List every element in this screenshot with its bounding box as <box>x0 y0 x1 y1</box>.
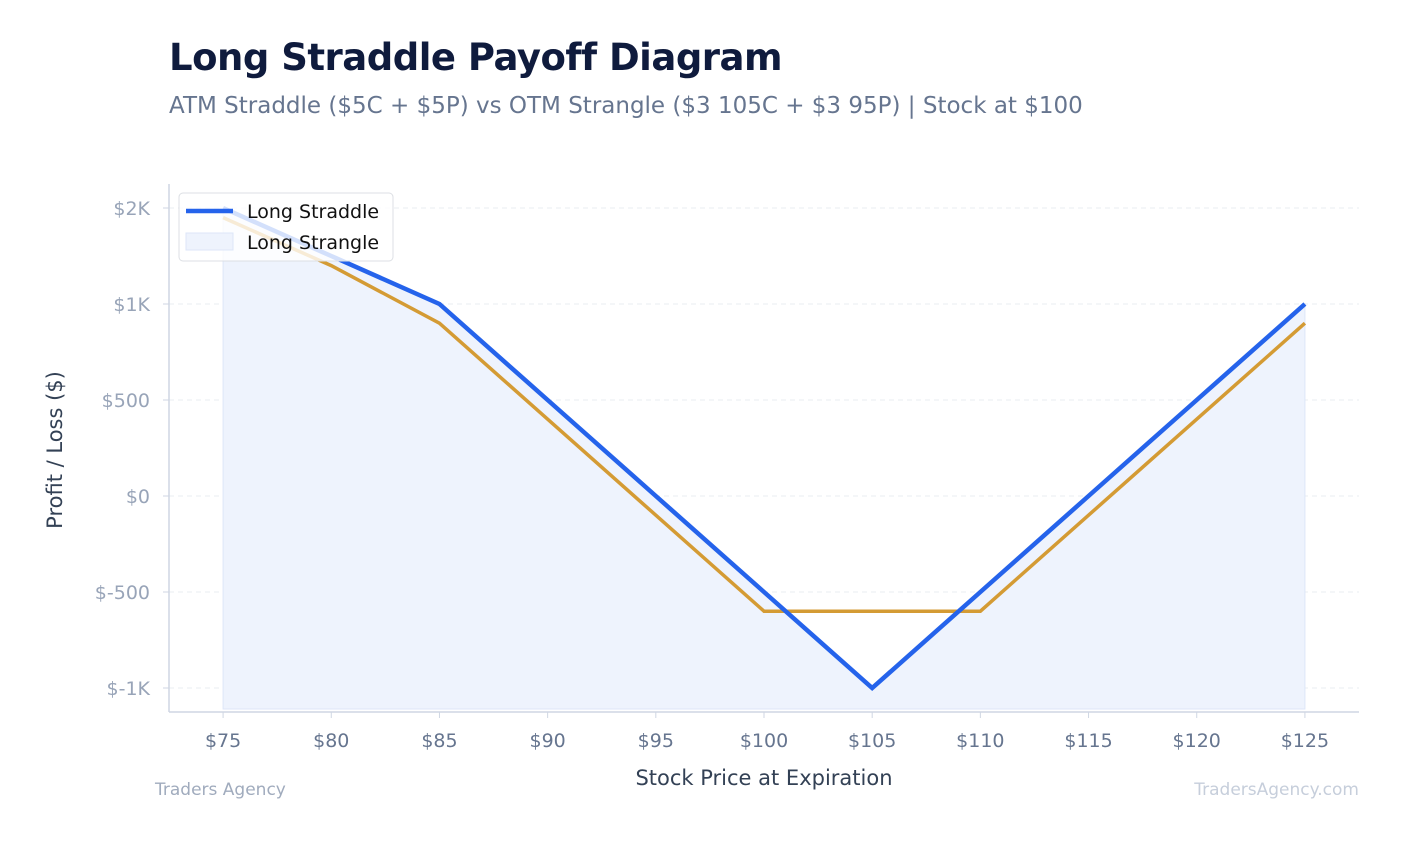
series-layer <box>222 205 1307 692</box>
y-tick-label: $2K <box>113 198 150 220</box>
x-tick-label: $125 <box>1281 730 1329 752</box>
y-axis-title: Profit / Loss ($) <box>43 371 67 529</box>
y-tick-label: $0 <box>126 486 150 508</box>
y-tick-label: $-1K <box>107 678 151 700</box>
strangle-line <box>222 216 1307 613</box>
legend-strangle-label: Long Strangle <box>247 232 379 254</box>
legend-straddle-label: Long Straddle <box>247 201 379 223</box>
chart-title: Long Straddle Payoff Diagram <box>169 36 783 79</box>
x-tick-label: $95 <box>638 730 674 752</box>
x-tick-label: $90 <box>530 730 566 752</box>
straddle-area-fill <box>222 207 1306 710</box>
straddle-line <box>222 205 1307 692</box>
legend-strangle-swatch <box>185 232 234 251</box>
y-tick-label: $500 <box>102 390 150 412</box>
axis-layer: $-1K $-500 $0 $500 $1K $2K $75 $80 $85 $90 $95 $100… <box>43 184 1359 790</box>
x-tick-label: $115 <box>1064 730 1112 752</box>
x-tick-label: $100 <box>740 730 788 752</box>
chart-subtitle: ATM Straddle ($5C + $5P) vs OTM Strangle… <box>169 93 1083 119</box>
legend: Long Straddle Long Strangle <box>178 192 394 262</box>
x-tick-label: $120 <box>1173 730 1221 752</box>
footer-brand: Traders Agency <box>155 780 286 800</box>
x-tick-label: $80 <box>313 730 349 752</box>
x-axis-title: Stock Price at Expiration <box>635 766 892 790</box>
y-tick-label: $1K <box>113 294 150 316</box>
x-tick-label: $105 <box>848 730 896 752</box>
fill-layer <box>222 207 1306 710</box>
footer-website[interactable]: TradersAgency.com <box>1194 780 1359 800</box>
x-tick-label: $85 <box>421 730 457 752</box>
y-tick-label: $-500 <box>95 582 150 604</box>
x-tick-label: $75 <box>205 730 241 752</box>
x-tick-label: $110 <box>956 730 1004 752</box>
